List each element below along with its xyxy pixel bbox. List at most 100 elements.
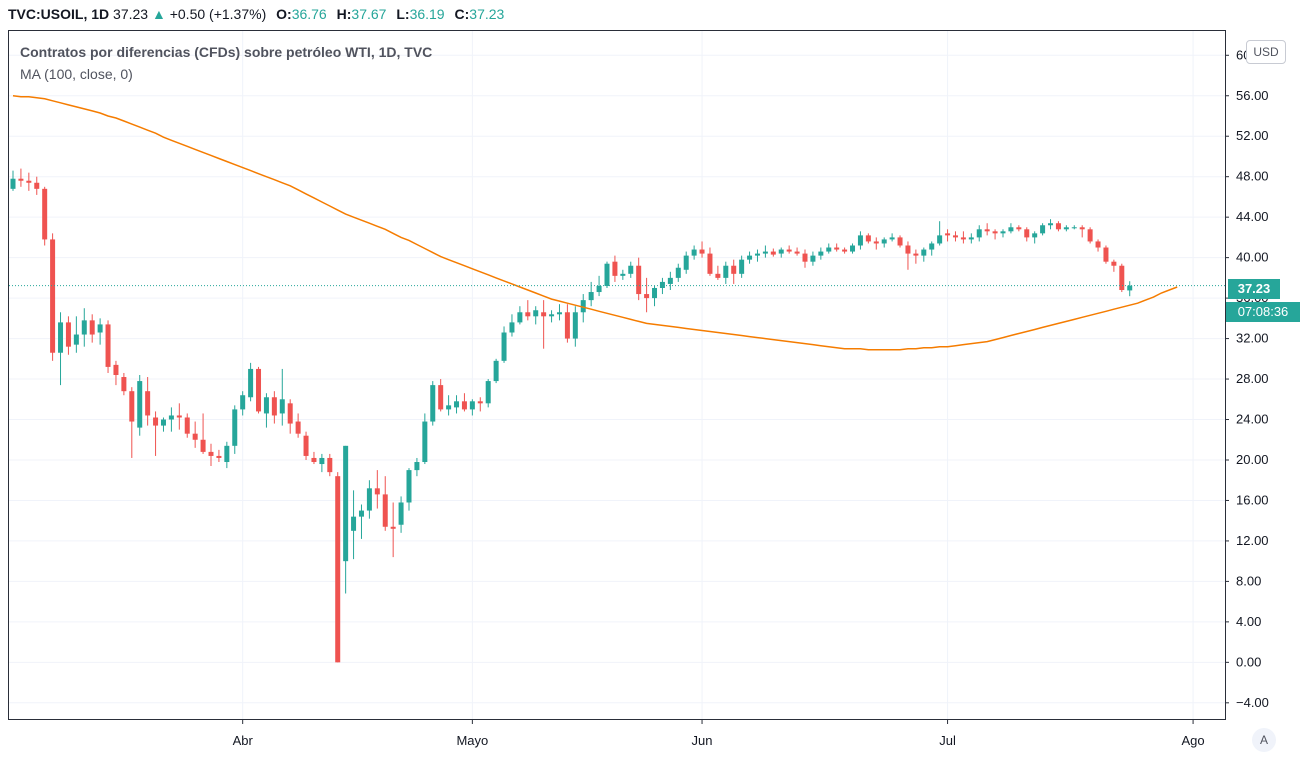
candle-body <box>121 377 127 392</box>
candle-body <box>184 417 190 434</box>
candle-body <box>588 292 594 301</box>
candle-body <box>224 445 230 463</box>
y-tick-label: 44.00 <box>1236 209 1269 224</box>
x-tick-label: Mayo <box>456 733 488 748</box>
x-tick-label: Ago <box>1182 733 1205 748</box>
open-label: O: <box>276 6 292 22</box>
candle-body <box>10 178 16 189</box>
candle-body <box>754 253 760 256</box>
candle-body <box>256 368 262 412</box>
candle-body <box>850 245 856 252</box>
y-tick-label: 0.00 <box>1236 654 1261 669</box>
candle-body <box>1127 285 1133 291</box>
candle-body <box>398 502 404 525</box>
chart-pane[interactable] <box>8 30 1226 720</box>
candle-body <box>1071 227 1077 229</box>
candle-body <box>295 421 301 434</box>
candle-body <box>311 457 317 463</box>
candle-body <box>1055 223 1061 230</box>
candle-body <box>1079 227 1085 230</box>
legend-title[interactable]: Contratos por diferencias (CFDs) sobre p… <box>20 44 433 60</box>
candle-body <box>382 494 388 527</box>
candle-body <box>50 239 56 353</box>
candle-body <box>572 312 578 339</box>
candle-body <box>897 237 903 246</box>
low-value: 36.19 <box>409 6 445 22</box>
candle-body <box>652 287 658 299</box>
candle-body <box>1111 261 1117 266</box>
candle-body <box>937 235 943 244</box>
candle-body <box>335 476 341 663</box>
candle-body <box>113 364 119 375</box>
auto-scale-button[interactable]: A <box>1252 728 1276 752</box>
price-change: +0.50 (+1.37%) <box>169 6 267 22</box>
candle-body <box>89 320 95 335</box>
candle-body <box>477 401 483 404</box>
candle-body <box>723 265 729 278</box>
candle-body <box>208 451 214 456</box>
candle-body <box>414 462 420 471</box>
candle-body <box>81 320 87 335</box>
candle-body <box>762 251 768 254</box>
candle-body <box>493 360 499 382</box>
candle-body <box>778 249 784 254</box>
candle-body <box>556 312 562 315</box>
candle-body <box>287 403 293 424</box>
candle-body <box>279 399 285 414</box>
candle-body <box>374 488 380 495</box>
candle-body <box>881 239 887 244</box>
candle-body <box>739 259 745 274</box>
candle-body <box>42 188 48 240</box>
candle-body <box>992 231 998 234</box>
candle-body <box>1032 233 1038 238</box>
candle-body <box>929 243 935 250</box>
currency-button[interactable]: USD <box>1246 40 1286 64</box>
candle-body <box>533 310 539 317</box>
candle-body <box>525 312 531 317</box>
candle-body <box>248 368 254 398</box>
candle-body <box>390 526 396 529</box>
y-tick-label: 28.00 <box>1236 371 1269 386</box>
candle-body <box>865 235 871 242</box>
candle-body <box>58 322 64 353</box>
candle-body <box>802 253 808 262</box>
candle-body <box>168 415 174 420</box>
candle-body <box>192 433 198 440</box>
countdown-tag: 07:08:36 <box>1226 302 1300 322</box>
candle-body <box>461 401 467 410</box>
y-tick-label: 24.00 <box>1236 412 1269 427</box>
candle-body <box>65 322 71 347</box>
candle-body <box>160 419 166 426</box>
candle-body <box>857 235 863 246</box>
candle-body <box>889 237 895 240</box>
y-tick-label: 8.00 <box>1236 573 1261 588</box>
candle-body <box>541 312 547 317</box>
candle-body <box>691 249 697 256</box>
candle-body <box>517 312 523 323</box>
candle-body <box>1016 227 1022 230</box>
candle-body <box>628 265 634 274</box>
candle-body <box>976 229 982 238</box>
candle-body <box>145 391 151 416</box>
high-label: H: <box>336 6 352 22</box>
symbol-name[interactable]: TVC:USOIL <box>8 6 84 22</box>
candle-body <box>667 277 673 284</box>
y-tick-label: −4.00 <box>1236 695 1269 710</box>
candle-body <box>644 294 650 299</box>
y-tick-label: 40.00 <box>1236 250 1269 265</box>
candle-body <box>715 273 721 278</box>
candle-body <box>406 470 412 503</box>
candle-body <box>873 241 879 244</box>
candle-body <box>200 439 206 452</box>
candle-body <box>707 253 713 274</box>
candle-body <box>271 397 277 416</box>
legend-indicator[interactable]: MA (100, close, 0) <box>20 66 133 82</box>
candle-body <box>327 457 333 473</box>
candle-body <box>1119 265 1125 291</box>
y-tick-label: 56.00 <box>1236 88 1269 103</box>
interval[interactable]: 1D <box>91 6 110 22</box>
candle-body <box>960 237 966 240</box>
candle-body <box>842 249 848 252</box>
last-price-tag: 37.23 <box>1228 279 1280 299</box>
